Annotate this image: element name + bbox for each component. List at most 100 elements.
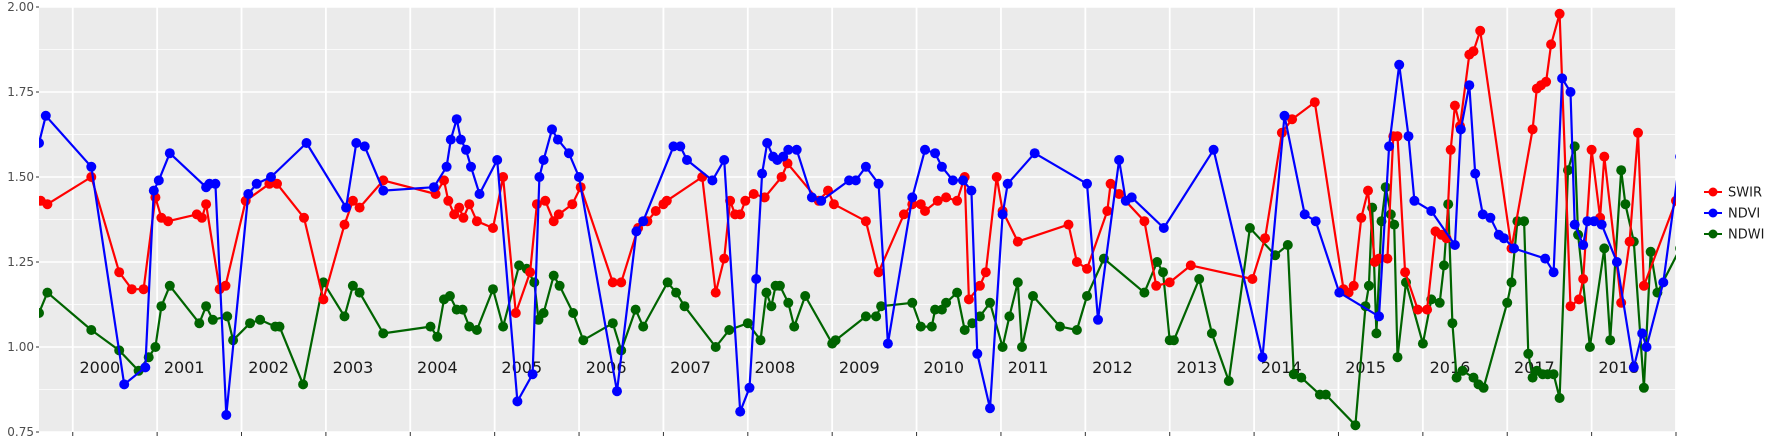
data-point-ndwi (194, 318, 204, 328)
data-point-ndvi (266, 172, 276, 182)
data-point-swir (1446, 145, 1456, 155)
data-point-ndwi (638, 322, 648, 332)
legend-key-point (1709, 188, 1718, 197)
data-point-swir (874, 267, 884, 277)
data-point-ndvi (34, 138, 44, 148)
data-point-ndwi (275, 322, 285, 332)
data-point-ndwi (298, 379, 308, 389)
data-point-ndvi (1566, 87, 1576, 97)
data-point-ndvi (937, 162, 947, 172)
data-point-swir (941, 192, 951, 202)
year-label: 2009 (839, 358, 880, 377)
data-point-ndvi (735, 407, 745, 417)
data-point-ndwi (766, 301, 776, 311)
data-point-swir (1671, 196, 1681, 206)
data-point-ndvi (1723, 277, 1733, 287)
data-point-swir (1766, 199, 1773, 209)
data-point-swir (1413, 305, 1423, 315)
data-point-ndwi (608, 318, 618, 328)
data-point-ndvi (1549, 267, 1559, 277)
data-point-ndwi (150, 342, 160, 352)
year-label: 2004 (417, 358, 458, 377)
data-point-ndwi (1507, 277, 1517, 287)
data-point-swir (114, 267, 124, 277)
year-label: 2012 (1092, 358, 1133, 377)
data-point-ndwi (960, 325, 970, 335)
data-point-ndwi (488, 284, 498, 294)
data-point-swir (1688, 203, 1698, 213)
data-point-ndwi (775, 281, 785, 291)
data-point-ndvi (948, 175, 958, 185)
data-point-ndwi (165, 281, 175, 291)
data-point-ndvi (719, 155, 729, 165)
data-point-swir (1106, 179, 1116, 189)
data-point-swir (651, 206, 661, 216)
year-label: 2010 (923, 358, 964, 377)
data-point-swir (992, 172, 1002, 182)
data-point-swir (1639, 281, 1649, 291)
data-point-swir (567, 199, 577, 209)
data-point-ndvi (1426, 206, 1436, 216)
data-point-ndvi (1030, 148, 1040, 158)
data-point-ndvi (564, 148, 574, 158)
data-point-ndwi (1599, 243, 1609, 253)
data-point-ndvi (1540, 254, 1550, 264)
data-point-ndvi (1334, 288, 1344, 298)
data-point-ndwi (1004, 311, 1014, 321)
data-point-swir (981, 267, 991, 277)
data-point-ndwi (529, 277, 539, 287)
data-point-ndvi (958, 175, 968, 185)
data-point-ndwi (985, 298, 995, 308)
data-point-ndwi (998, 342, 1008, 352)
data-point-ndvi (1394, 60, 1404, 70)
data-point-swir (662, 196, 672, 206)
year-label: 2013 (1176, 358, 1217, 377)
data-point-ndwi (1013, 277, 1023, 287)
data-point-ndvi (1658, 277, 1668, 287)
data-point-ndwi (86, 325, 96, 335)
data-point-swir (525, 267, 535, 277)
data-point-ndvi (547, 124, 557, 134)
data-point-ndwi (1139, 288, 1149, 298)
data-point-ndwi (340, 311, 350, 321)
data-point-ndvi (539, 155, 549, 165)
data-point-ndvi (429, 182, 439, 192)
data-point-swir (1755, 118, 1765, 128)
data-point-ndvi (1450, 240, 1460, 250)
data-point-ndwi (761, 288, 771, 298)
data-point-ndwi (1028, 291, 1038, 301)
data-point-ndvi (553, 135, 563, 145)
data-point-ndvi (998, 209, 1008, 219)
data-point-ndvi (452, 114, 462, 124)
data-point-swir (1633, 128, 1643, 138)
data-point-swir (458, 213, 468, 223)
data-point-ndvi (492, 155, 502, 165)
data-point-swir (861, 216, 871, 226)
data-point-ndvi (574, 172, 584, 182)
data-point-ndwi (255, 315, 265, 325)
data-point-ndwi (549, 271, 559, 281)
data-point-ndvi (1409, 196, 1419, 206)
data-point-ndvi (1485, 213, 1495, 223)
year-label: 2001 (164, 358, 205, 377)
data-point-ndvi (360, 141, 370, 151)
data-point-swir (1363, 186, 1373, 196)
data-point-ndvi (442, 162, 452, 172)
data-point-ndvi (1570, 220, 1580, 230)
data-point-ndwi (1072, 325, 1082, 335)
data-point-swir (1574, 294, 1584, 304)
data-point-swir (1151, 281, 1161, 291)
data-point-ndwi (1458, 366, 1468, 376)
data-point-ndwi (927, 322, 937, 332)
data-point-ndwi (578, 335, 588, 345)
data-point-ndwi (245, 318, 255, 328)
data-point-swir (1587, 145, 1597, 155)
data-point-ndwi (1245, 223, 1255, 233)
data-point-ndwi (800, 291, 810, 301)
data-point-swir (899, 209, 909, 219)
data-point-ndvi (140, 362, 150, 372)
data-point-ndwi (1055, 322, 1065, 332)
data-point-ndvi (1114, 155, 1124, 165)
